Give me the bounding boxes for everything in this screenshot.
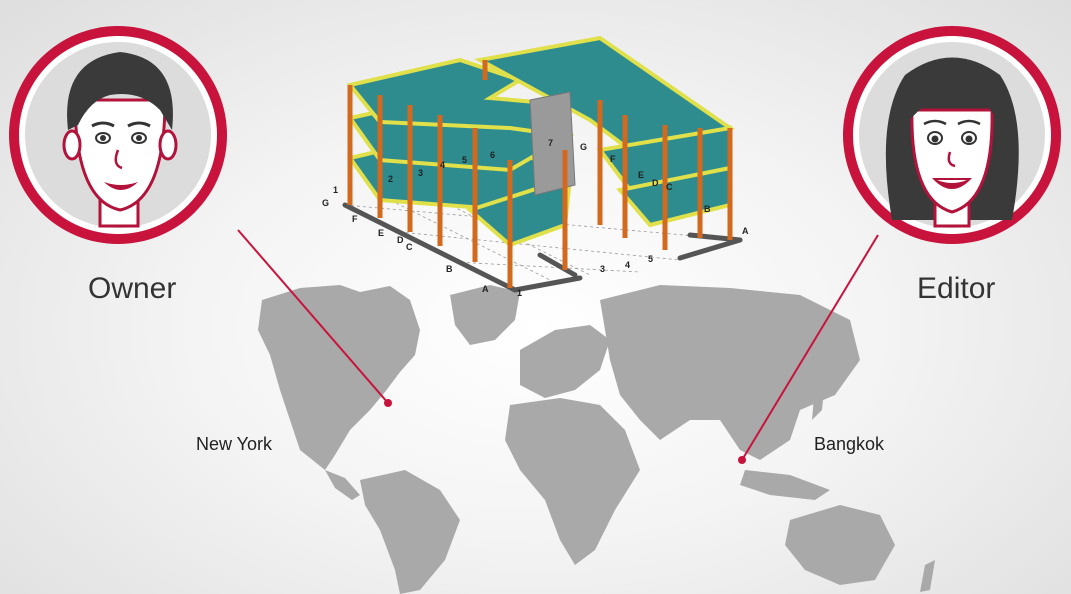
world-map [258, 285, 935, 594]
svg-text:E: E [378, 228, 384, 238]
svg-text:1: 1 [333, 185, 338, 195]
svg-text:E: E [638, 170, 644, 180]
svg-text:5: 5 [462, 155, 467, 165]
owner-connector-line [237, 229, 389, 404]
greenland-shape [450, 285, 520, 345]
australia-shape [785, 505, 895, 585]
svg-text:3: 3 [418, 168, 423, 178]
editor-connector-line [741, 234, 879, 461]
svg-text:C: C [666, 182, 673, 192]
svg-text:1: 1 [517, 288, 522, 298]
svg-text:6: 6 [490, 150, 495, 160]
grid-labels: G 1 F E D C B A 1 3 4 5 2 3 4 5 6 7 G F … [322, 138, 749, 298]
svg-text:4: 4 [440, 160, 445, 170]
svg-text:G: G [580, 142, 587, 152]
owner-label: Owner [88, 272, 177, 305]
svg-text:C: C [406, 242, 413, 252]
svg-text:G: G [322, 198, 329, 208]
editor-label: Editor [917, 272, 996, 305]
columns [347, 60, 733, 288]
europe-shape [520, 325, 610, 398]
svg-text:4: 4 [625, 260, 630, 270]
svg-text:B: B [446, 264, 453, 274]
svg-text:A: A [742, 226, 749, 236]
new-zealand-shape [920, 560, 935, 592]
japan-shape [812, 380, 825, 420]
bangkok-label: Bangkok [814, 434, 885, 454]
new-york-pin [384, 399, 392, 407]
connectors [237, 229, 879, 461]
svg-text:D: D [397, 235, 404, 245]
central-america-shape [325, 470, 360, 500]
owner-face-icon [62, 52, 178, 228]
south-america-shape [360, 470, 460, 594]
north-america-shape [258, 285, 420, 470]
svg-text:D: D [652, 178, 659, 188]
svg-text:F: F [610, 154, 616, 164]
asia-shape [600, 285, 860, 460]
svg-text:F: F [352, 214, 358, 224]
svg-text:B: B [704, 204, 711, 214]
indonesia-shape [740, 470, 830, 500]
building-model: G 1 F E D C B A 1 3 4 5 2 3 4 5 6 7 G F … [322, 35, 749, 298]
svg-text:A: A [482, 284, 489, 294]
editor-face-icon [885, 57, 1019, 228]
new-york-label: New York [196, 434, 273, 454]
owner-avatar [9, 26, 227, 244]
bangkok-pin [738, 456, 746, 464]
svg-text:3: 3 [600, 264, 605, 274]
svg-text:5: 5 [648, 254, 653, 264]
svg-text:2: 2 [388, 174, 393, 184]
africa-shape [505, 398, 640, 565]
svg-text:7: 7 [548, 138, 553, 148]
editor-avatar [843, 26, 1061, 244]
